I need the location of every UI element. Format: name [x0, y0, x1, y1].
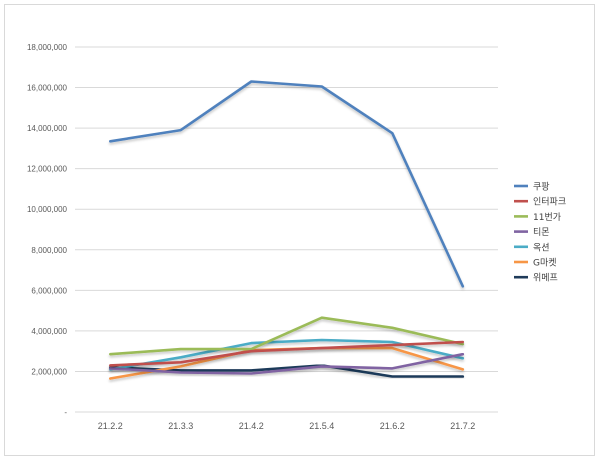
- y-tick-label: 16,000,000: [27, 84, 68, 93]
- y-axis-ticks: - 2,000,000 4,000,000 6,000,000 8,000,000 10,…: [27, 43, 68, 417]
- y-tick-label: 6,000,000: [31, 286, 67, 295]
- x-tick-label: 21.2.2: [98, 421, 123, 431]
- x-tick-label: 21.6.2: [380, 421, 405, 431]
- series-line-3: [109, 352, 465, 375]
- y-tick-label: 4,000,000: [31, 327, 67, 336]
- y-tick-label: 8,000,000: [31, 246, 67, 255]
- y-tick-label: 14,000,000: [27, 124, 68, 133]
- gridlines: [75, 46, 498, 413]
- x-tick-label: 21.5.4: [309, 421, 334, 431]
- y-tick-label: 10,000,000: [27, 205, 68, 214]
- x-tick-label: 21.7.2: [450, 421, 475, 431]
- y-tick-label: 2,000,000: [31, 367, 67, 376]
- y-tick-label: 12,000,000: [27, 165, 68, 174]
- legend-label: 위메프: [533, 273, 558, 284]
- legend-label: 인터파크: [533, 197, 566, 208]
- legend-label: 쿠팡: [533, 182, 550, 193]
- y-tick-label: 18,000,000: [27, 43, 68, 52]
- series-line-2: [109, 316, 465, 356]
- legend-label: 티몬: [533, 227, 550, 238]
- series-line-1: [109, 340, 465, 367]
- x-axis-ticks: 21.2.2 21.3.3 21.4.2 21.5.4 21.6.2 21.7.2: [98, 421, 476, 431]
- legend-label: 옥션: [533, 242, 550, 253]
- series-line-6: [109, 364, 465, 378]
- legend-label: G마켓: [533, 258, 557, 269]
- x-tick-label: 21.3.3: [168, 421, 193, 431]
- series-line-0: [109, 80, 465, 288]
- y-tick-label: -: [64, 408, 67, 417]
- chart-frame: [4, 4, 595, 456]
- x-tick-label: 21.4.2: [239, 421, 264, 431]
- series-lines: [109, 80, 465, 380]
- legend-label: 11번가: [533, 212, 561, 223]
